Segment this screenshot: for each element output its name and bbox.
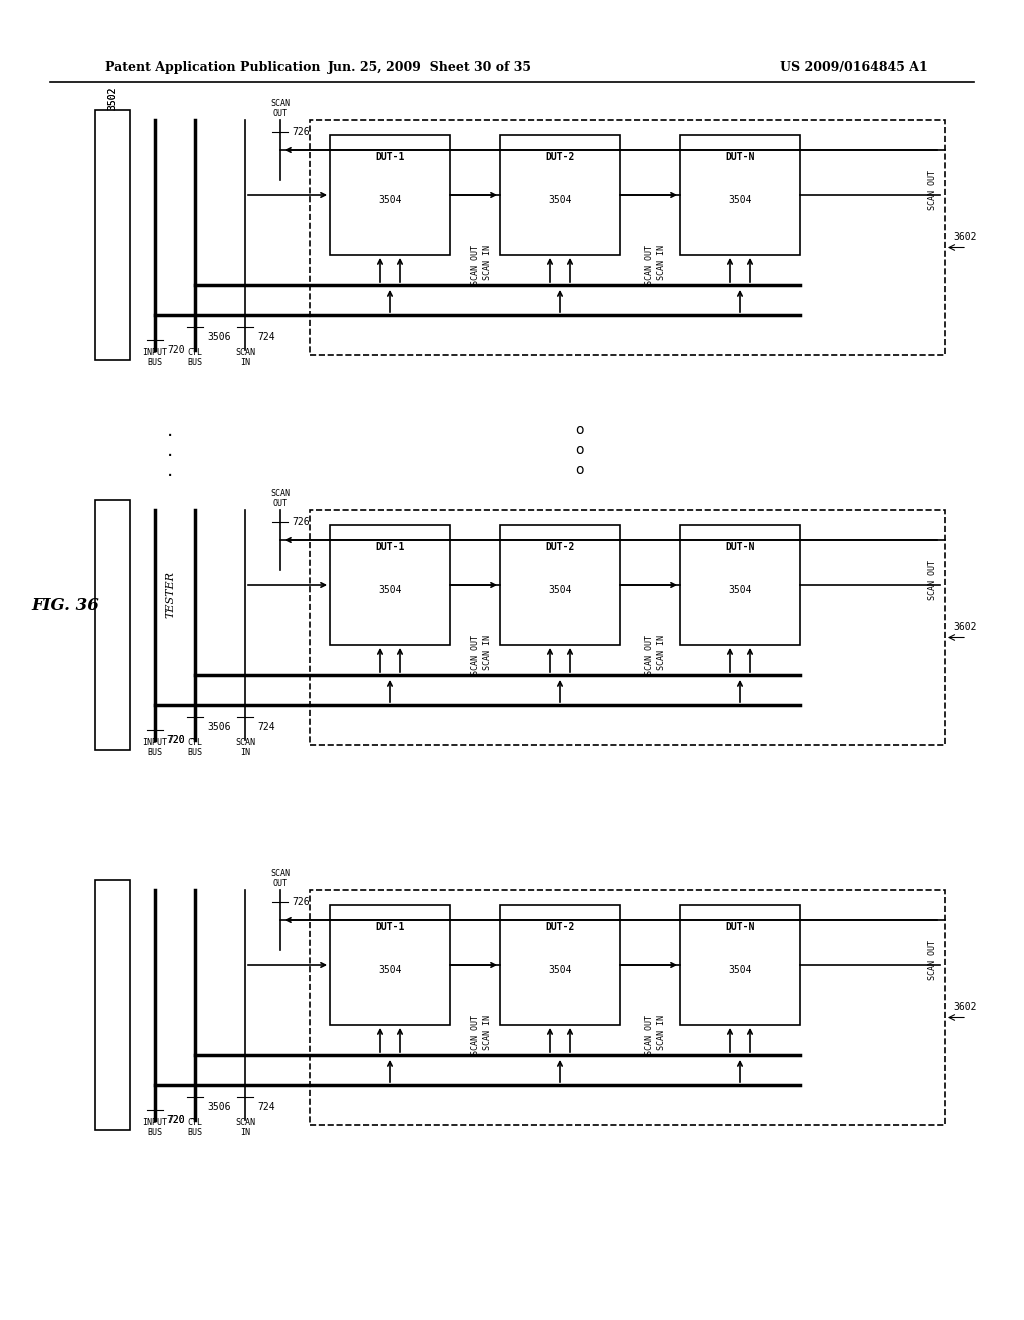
Text: 726: 726 (292, 517, 309, 527)
Text: DUT-1: DUT-1 (376, 923, 404, 932)
Text: o: o (575, 422, 585, 437)
Bar (95, 880, 130, 1130)
Text: 3502: 3502 (108, 87, 118, 110)
Text: CTL
BUS: CTL BUS (187, 348, 203, 367)
Text: 720: 720 (167, 1115, 184, 1125)
Text: 3504: 3504 (548, 965, 571, 975)
Text: SCAN
IN: SCAN IN (234, 1118, 255, 1138)
Text: 720: 720 (167, 345, 184, 355)
Bar (680, 135, 800, 255)
Text: SCAN
OUT: SCAN OUT (270, 869, 290, 888)
Text: DUT-2: DUT-2 (546, 153, 574, 162)
Text: SCAN
IN: SCAN IN (234, 348, 255, 367)
Bar (500, 135, 620, 255)
Text: SCAN IN: SCAN IN (657, 635, 667, 671)
Bar (95, 500, 130, 750)
Text: SCAN IN: SCAN IN (657, 246, 667, 280)
Text: SCAN IN: SCAN IN (482, 635, 492, 671)
Bar (310, 510, 945, 744)
Text: Patent Application Publication: Patent Application Publication (105, 62, 321, 74)
Bar (95, 110, 130, 360)
Text: Jun. 25, 2009  Sheet 30 of 35: Jun. 25, 2009 Sheet 30 of 35 (328, 62, 532, 74)
Text: SCAN OUT: SCAN OUT (928, 560, 937, 601)
Text: 3504: 3504 (378, 585, 401, 595)
Text: SCAN
OUT: SCAN OUT (270, 488, 290, 508)
Text: SCAN OUT: SCAN OUT (470, 1015, 479, 1055)
Bar (310, 890, 945, 1125)
Text: SCAN
IN: SCAN IN (234, 738, 255, 758)
Text: 3502: 3502 (106, 87, 117, 110)
Text: TESTER: TESTER (165, 572, 175, 619)
Bar (680, 525, 800, 645)
Bar (680, 906, 800, 1026)
Text: 3504: 3504 (728, 965, 752, 975)
Text: SCAN IN: SCAN IN (482, 1015, 492, 1049)
Text: SCAN OUT: SCAN OUT (470, 635, 479, 675)
Text: INPUT
BUS: INPUT BUS (142, 1118, 168, 1138)
Text: 3602: 3602 (953, 623, 977, 632)
Text: DUT-2: DUT-2 (546, 923, 574, 932)
Text: 720 ~: 720 ~ (167, 1115, 197, 1125)
Text: .: . (167, 441, 173, 459)
Text: 3504: 3504 (378, 195, 401, 205)
Text: INPUT
BUS: INPUT BUS (142, 738, 168, 758)
Text: SCAN IN: SCAN IN (482, 246, 492, 280)
Text: SCAN OUT: SCAN OUT (645, 246, 654, 285)
Text: 3504: 3504 (548, 195, 571, 205)
Text: SCAN OUT: SCAN OUT (645, 635, 654, 675)
Text: 720: 720 (167, 735, 184, 744)
Text: INPUT
BUS: INPUT BUS (142, 348, 168, 367)
Text: SCAN OUT: SCAN OUT (928, 170, 937, 210)
Text: o: o (575, 444, 585, 457)
Text: 724: 724 (257, 333, 274, 342)
Text: 720 ~: 720 ~ (167, 735, 197, 744)
Text: .: . (167, 421, 173, 440)
Text: SCAN OUT: SCAN OUT (470, 246, 479, 285)
Text: DUT-N: DUT-N (725, 923, 755, 932)
Text: 3504: 3504 (728, 195, 752, 205)
Text: DUT-N: DUT-N (725, 543, 755, 553)
Text: DUT-1: DUT-1 (376, 153, 404, 162)
Text: DUT-1: DUT-1 (376, 543, 404, 553)
Text: DUT-2: DUT-2 (546, 543, 574, 553)
Bar (310, 120, 945, 355)
Text: .: . (167, 461, 173, 479)
Text: SCAN OUT: SCAN OUT (645, 1015, 654, 1055)
Text: 724: 724 (257, 1102, 274, 1111)
Text: 3602: 3602 (953, 1002, 977, 1012)
Text: SCAN OUT: SCAN OUT (928, 940, 937, 979)
Text: 724: 724 (257, 722, 274, 733)
Bar (330, 135, 450, 255)
Text: SCAN IN: SCAN IN (657, 1015, 667, 1049)
Text: CTL
BUS: CTL BUS (187, 1118, 203, 1138)
Text: CTL
BUS: CTL BUS (187, 738, 203, 758)
Text: 3506: 3506 (207, 722, 230, 733)
Text: 726: 726 (292, 127, 309, 137)
Text: 726: 726 (292, 898, 309, 907)
Text: 3504: 3504 (548, 585, 571, 595)
Bar (330, 525, 450, 645)
Text: SCAN
OUT: SCAN OUT (270, 99, 290, 117)
Text: US 2009/0164845 A1: US 2009/0164845 A1 (780, 62, 928, 74)
Bar (500, 525, 620, 645)
Text: 3504: 3504 (728, 585, 752, 595)
Bar (500, 906, 620, 1026)
Text: 3504: 3504 (378, 965, 401, 975)
Bar (330, 906, 450, 1026)
Text: 3602: 3602 (953, 232, 977, 243)
Text: o: o (575, 463, 585, 477)
Text: 3506: 3506 (207, 333, 230, 342)
Text: 3506: 3506 (207, 1102, 230, 1111)
Text: FIG. 36: FIG. 36 (31, 597, 99, 614)
Text: DUT-N: DUT-N (725, 153, 755, 162)
